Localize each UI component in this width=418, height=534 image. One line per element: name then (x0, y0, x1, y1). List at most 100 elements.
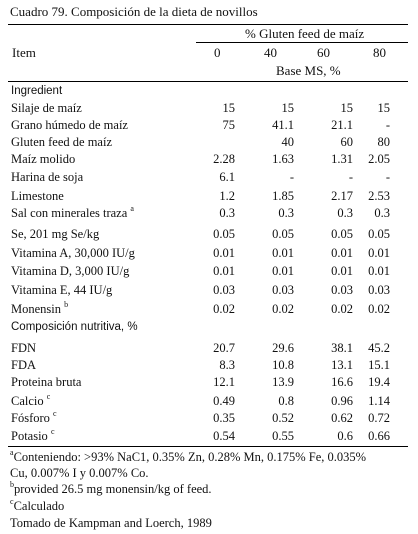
cell-value: 0.62 (331, 411, 353, 425)
footnote-marker: c (50, 427, 55, 436)
cell-value: 1.85 (272, 189, 294, 203)
cell-value: 0.02 (213, 302, 235, 316)
footnote-c-text: Calculado (13, 499, 65, 513)
row-label-text: Vitamina D, 3,000 IU/g (11, 264, 130, 278)
row-label-text: Harina de soja (11, 170, 84, 184)
cell-value: 0.02 (272, 302, 294, 316)
row-label: Gluten feed de maíz (11, 135, 112, 150)
cell-value: 0.01 (368, 264, 390, 278)
table-row: Calcio c 0.49 0.8 0.96 1.14 (0, 392, 418, 412)
table-row: FDN 20.7 29.6 38.1 45.2 (0, 341, 418, 359)
footnote-marker: b (64, 300, 69, 309)
row-label-text: Gluten feed de maíz (11, 135, 112, 149)
cell-value: 0.02 (331, 302, 353, 316)
row-label-text: FDN (11, 341, 37, 355)
row-label-text: Monensin (11, 302, 61, 316)
cell-value: 0.55 (272, 429, 294, 443)
table-row: Monensin b 0.02 0.02 0.02 0.02 (0, 300, 418, 320)
cell-value: 38.1 (331, 341, 353, 355)
cell-value: 0.52 (272, 411, 294, 425)
table-title: Cuadro 79. Composición de la dieta de no… (10, 4, 258, 19)
row-label-text: Sal con minerales traza (11, 206, 128, 220)
cell-value: 60 (340, 135, 354, 149)
row-label-text: Limestone (11, 189, 64, 203)
table-row: Harina de soja 6.1 - - - (0, 170, 418, 188)
cell-value: 0.05 (368, 227, 390, 241)
col-header-0: 0 (214, 45, 221, 60)
cell-value: 15 (281, 101, 295, 115)
cell-value: 0.3 (219, 206, 235, 220)
cell-value: 0.01 (272, 246, 294, 260)
cell-value: 40 (281, 135, 295, 149)
cell-value: 2.53 (368, 189, 390, 203)
cell-value: 0.3 (337, 206, 353, 220)
cell-value: 2.17 (331, 189, 353, 203)
row-label: Silaje de maíz (11, 101, 82, 116)
row-label: Se, 201 mg Se/kg (11, 227, 99, 242)
cell-value: 0.54 (213, 429, 235, 443)
table-row: Fósforo c 0.35 0.52 0.62 0.72 (0, 409, 418, 429)
cell-value: 15.1 (368, 358, 390, 372)
table-row: Grano húmedo de maíz 75 41.1 21.1 - (0, 118, 418, 136)
row-label: Ingredient (11, 85, 62, 97)
footnote-b-marker: b (10, 480, 14, 489)
cell-value: 1.31 (331, 152, 353, 166)
table-row: Ingredient (0, 84, 418, 102)
cell-value: 12.1 (213, 375, 235, 389)
col-header-80: 80 (373, 45, 386, 60)
cell-value: 0.03 (368, 283, 390, 297)
cell-value: - (385, 118, 390, 132)
table-row: Limestone 1.2 1.85 2.17 2.53 (0, 189, 418, 207)
cell-value: 0.01 (213, 264, 235, 278)
cell-value: 41.1 (272, 118, 294, 132)
footnote-marker: c (46, 392, 51, 401)
row-label: Fósforo c (11, 409, 57, 426)
row-label: Maíz molido (11, 152, 75, 167)
header-rule (8, 81, 408, 82)
cell-value: 0.01 (368, 246, 390, 260)
cell-value: 29.6 (272, 341, 294, 355)
table-row: Silaje de maíz 15 15 15 15 (0, 101, 418, 119)
row-label-text: Grano húmedo de maíz (11, 118, 128, 132)
row-label-text: Composición nutritiva, % (11, 321, 138, 333)
cell-value: 0.03 (213, 283, 235, 297)
row-label: Vitamina E, 44 IU/g (11, 283, 112, 298)
cell-value: 0.66 (368, 429, 390, 443)
footnote-a-marker: a (10, 448, 14, 457)
cell-value: 21.1 (331, 118, 353, 132)
cell-value: 0.96 (331, 394, 353, 408)
table-row: FDA 8.3 10.8 13.1 15.1 (0, 358, 418, 376)
footnote-a-cont: Cu, 0.007% I y 0.007% Co. (10, 466, 149, 480)
footnote-marker: a (130, 204, 134, 213)
row-label: Potasio c (11, 427, 55, 444)
row-label-text: Vitamina E, 44 IU/g (11, 283, 113, 297)
table-row: Se, 201 mg Se/kg 0.05 0.05 0.05 0.05 (0, 227, 418, 245)
cell-value: 20.7 (213, 341, 235, 355)
cell-value: 0.3 (374, 206, 390, 220)
row-label: Calcio c (11, 392, 51, 409)
cell-value: - (289, 170, 294, 184)
cell-value: 2.28 (213, 152, 235, 166)
row-label: Limestone (11, 189, 64, 204)
table-row: Potasio c 0.54 0.55 0.6 0.66 (0, 427, 418, 447)
cell-value: 0.3 (278, 206, 294, 220)
cell-value: 0.6 (337, 429, 353, 443)
cell-value: 13.1 (331, 358, 353, 372)
table-row: Proteina bruta 12.1 13.9 16.6 19.4 (0, 375, 418, 393)
row-label-text: Proteina bruta (11, 375, 82, 389)
row-label: Monensin b (11, 300, 69, 317)
row-label: Grano húmedo de maíz (11, 118, 128, 133)
row-label-text: Fósforo (11, 411, 50, 425)
cell-value: 15 (222, 101, 236, 115)
row-label: Proteina bruta (11, 375, 81, 390)
cell-value: 0.01 (331, 246, 353, 260)
table-row: Sal con minerales traza a 0.3 0.3 0.3 0.3 (0, 204, 418, 224)
cell-value: 15 (377, 101, 391, 115)
row-label-text: Vitamina A, 30,000 IU/g (11, 246, 135, 260)
row-label-text: Potasio (11, 429, 48, 443)
row-label-text: Se, 201 mg Se/kg (11, 227, 100, 241)
table-row: Vitamina D, 3,000 IU/g 0.01 0.01 0.01 0.01 (0, 264, 418, 282)
group-underline (196, 42, 408, 43)
cell-value: - (385, 170, 390, 184)
row-label-text: Calcio (11, 394, 44, 408)
